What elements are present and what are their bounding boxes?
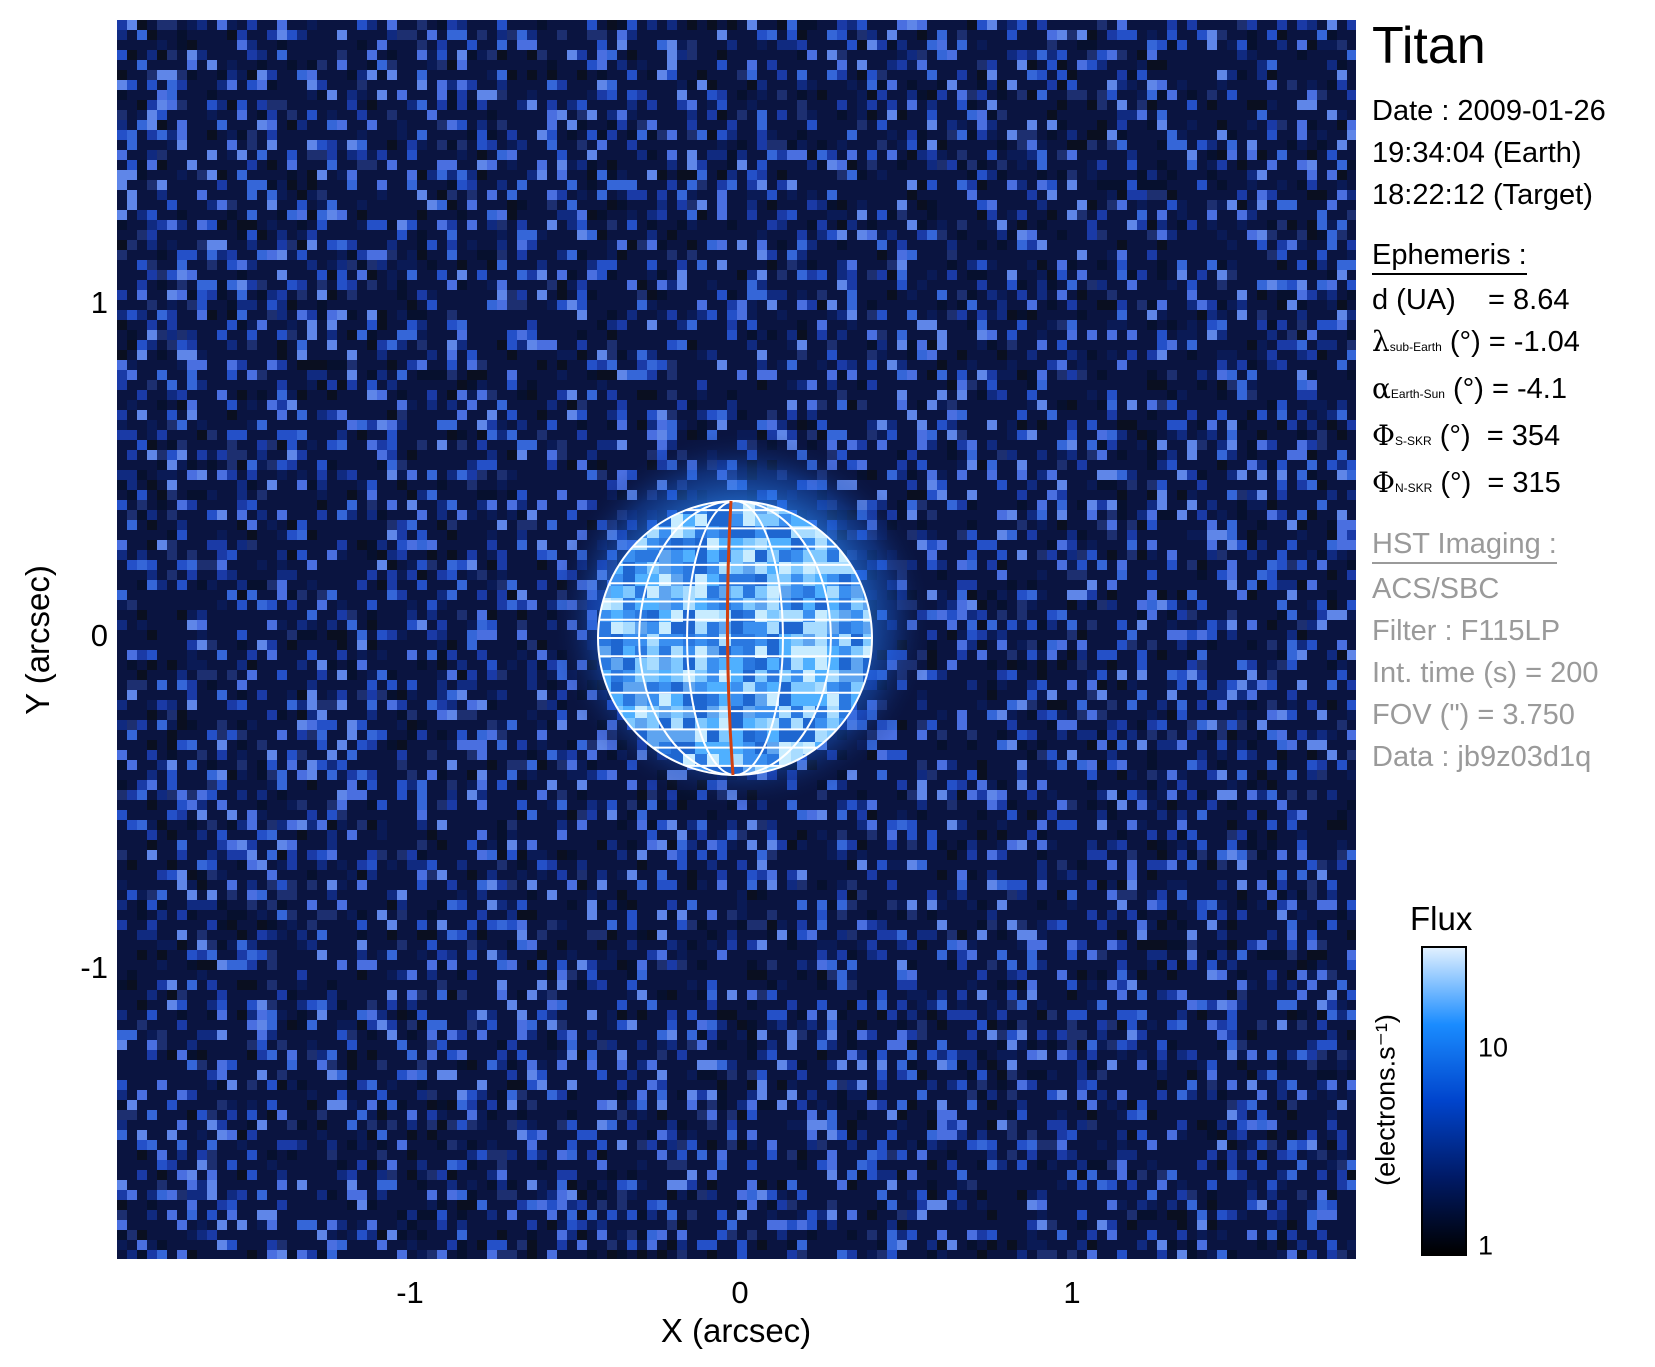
ephem-lambda: λsub-Earth (°) = -1.04 <box>1372 321 1654 368</box>
x-tick-neg1: -1 <box>396 1275 424 1310</box>
phi-n-sub: N-SKR <box>1394 481 1433 495</box>
y-tick-0: 0 <box>90 618 108 653</box>
date-line: Date : 2009-01-26 <box>1372 95 1606 127</box>
lambda-symbol: λ <box>1372 325 1390 358</box>
phi-s-sub: S-SKR <box>1394 434 1432 448</box>
alpha-unit: (°) <box>1444 373 1484 405</box>
phi-n-unit: (°) <box>1432 467 1472 499</box>
info-panel: Titan Date : 2009-01-26 19:34:04 (Earth)… <box>1372 16 1654 778</box>
phi-s-unit: (°) <box>1431 420 1471 452</box>
y-tick-1: 1 <box>90 285 108 320</box>
y-tick-neg1: -1 <box>80 950 108 985</box>
colorbar-unit-label: (electrons.s⁻¹) <box>1370 1014 1401 1186</box>
x-axis-title: X (arcsec) <box>660 1312 812 1349</box>
x-tick-1: 1 <box>1063 1275 1081 1310</box>
lambda-value: = -1.04 <box>1480 326 1580 358</box>
lambda-sub: sub-Earth <box>1389 340 1442 354</box>
alpha-value: = -4.1 <box>1483 373 1567 405</box>
y-axis-title: Y (arcsec) <box>19 565 56 715</box>
phi-s-value: = 354 <box>1478 420 1561 452</box>
hst-instrument: ACS/SBC <box>1372 573 1500 605</box>
hst-data-id: Data : jb9z03d1q <box>1372 741 1592 773</box>
target-time: 18:22:12 (Target) <box>1372 179 1593 211</box>
x-tick-0: 0 <box>731 1275 749 1310</box>
ephem-d-value: = 8.64 <box>1488 284 1570 316</box>
alpha-symbol: α <box>1372 372 1391 405</box>
hst-filter: Filter : F115LP <box>1372 615 1561 647</box>
ephem-d-label: d (UA) <box>1372 284 1456 316</box>
lambda-unit: (°) <box>1441 326 1481 358</box>
titan-image-svg <box>117 20 1356 1259</box>
ephemeris-heading: Ephemeris : <box>1372 237 1527 275</box>
target-name: Titan <box>1372 17 1486 75</box>
ephem-phi-s: ΦS-SKR (°) = 354 <box>1372 415 1654 462</box>
ephem-alpha: αEarth-Sun (°) = -4.1 <box>1372 368 1654 415</box>
earth-time: 19:34:04 (Earth) <box>1372 137 1582 169</box>
colorbar-tick-10: 10 <box>1478 1032 1509 1063</box>
ephem-phi-n: ΦN-SKR (°) = 315 <box>1372 462 1654 509</box>
phi-n-symbol: Φ <box>1372 466 1395 499</box>
colorbar <box>1421 946 1467 1256</box>
alpha-sub: Earth-Sun <box>1390 387 1445 401</box>
colorbar-title: Flux <box>1410 900 1473 937</box>
phi-s-symbol: Φ <box>1372 419 1395 452</box>
observation-image <box>117 20 1356 1259</box>
hst-heading: HST Imaging : <box>1372 526 1557 564</box>
colorbar-tick-1: 1 <box>1478 1230 1494 1261</box>
phi-n-value: = 315 <box>1479 467 1561 499</box>
hst-fov: FOV (") = 3.750 <box>1372 699 1575 731</box>
ephem-distance: d (UA) = 8.64 <box>1372 279 1654 321</box>
latlon-grid <box>597 500 873 776</box>
central-meridian <box>725 500 735 776</box>
pixel-noise <box>117 20 1356 1259</box>
hst-int-time: Int. time (s) = 200 <box>1372 657 1599 689</box>
